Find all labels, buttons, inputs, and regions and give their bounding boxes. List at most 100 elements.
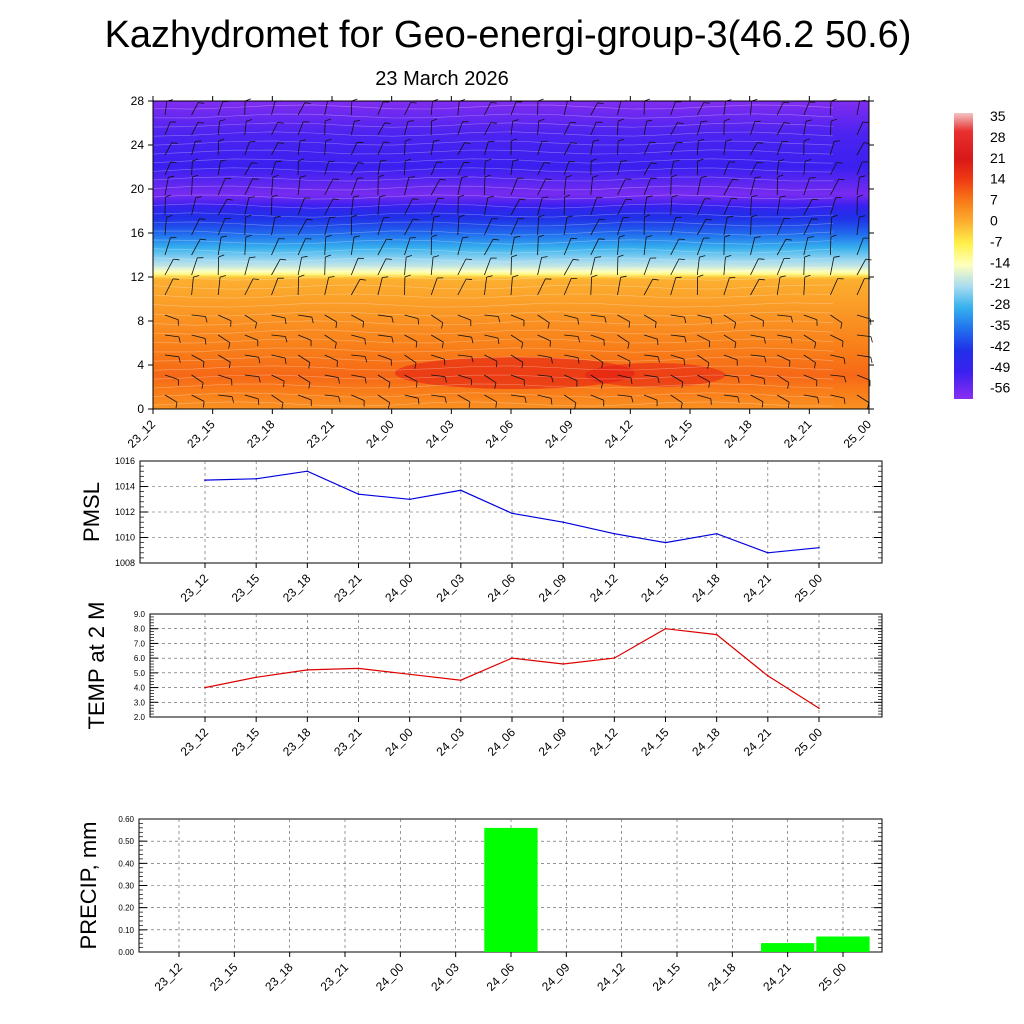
isotherm [152, 302, 834, 308]
wind-barb-flag [364, 338, 366, 345]
wind-barb [324, 374, 339, 379]
x-tick-label: 24_18 [689, 725, 723, 759]
x-tick-label: 23_15 [207, 960, 241, 994]
wind-barb-flag [830, 234, 837, 238]
wind-barb [537, 141, 543, 156]
isotherm [152, 338, 834, 344]
wind-barb [484, 141, 489, 156]
wind-barb [510, 277, 513, 296]
wind-barb-flag [301, 255, 308, 258]
wind-barb [803, 354, 816, 363]
isotherm [152, 320, 834, 326]
wind-barb-flag [763, 378, 766, 385]
wind-barb [271, 142, 279, 156]
wind-barb [377, 334, 392, 338]
wind-barb-flag [817, 397, 820, 404]
wind-barb-flag [496, 361, 498, 368]
wind-barb-flag [675, 276, 682, 279]
wind-barb [563, 122, 571, 136]
wind-barb [457, 314, 471, 321]
wind-barb [750, 142, 758, 156]
heatmap-x-tick-label: 23_18 [244, 417, 278, 451]
wind-barb-flag [699, 255, 706, 258]
wind-barb [324, 236, 327, 256]
wind-barb [617, 334, 630, 344]
wind-barb [404, 354, 417, 364]
data-point [664, 541, 667, 544]
wind-barb [324, 140, 327, 156]
wind-barb [643, 237, 647, 256]
wind-barb [324, 217, 330, 236]
wind-barb [537, 216, 539, 236]
wind-barb [271, 217, 276, 236]
wind-barb-flag [178, 356, 181, 363]
wind-barb-flag [165, 194, 172, 198]
wind-barb-flag [408, 176, 415, 178]
wind-barb-flag [512, 274, 519, 278]
wind-barb [617, 394, 632, 397]
wind-barb [457, 177, 463, 196]
wind-barb [856, 177, 860, 196]
wind-barb-flag [591, 274, 598, 278]
y-tick-label: 6.0 [134, 654, 146, 663]
wind-barb [297, 238, 306, 256]
wind-barb-flag [697, 274, 704, 278]
wind-barb [750, 196, 752, 216]
wind-barb [643, 257, 651, 276]
wind-barb [537, 236, 539, 256]
data-point [511, 657, 513, 659]
panel-temp-2m: 2.0 3.0 4.0 5.0 6.0 7.0 8.0 9.0 23_12 23_15 23_18 2… [84, 602, 883, 759]
wind-barb [590, 177, 593, 196]
wind-barb [697, 354, 710, 364]
heatmap-y-tick-label: 8 [137, 314, 144, 328]
wind-barb [164, 354, 179, 358]
wind-barb [670, 176, 672, 196]
wind-barb-flag [678, 238, 685, 240]
wind-barb-flag [756, 162, 763, 164]
wind-barb [776, 141, 783, 156]
wind-barb [350, 258, 359, 276]
warm-core-blob [585, 363, 725, 387]
wind-barb-flag [359, 278, 367, 281]
wind-barb-flag [283, 381, 285, 388]
x-tick-label: 24_12 [587, 571, 621, 605]
isotherm [152, 194, 834, 200]
wind-barb [297, 121, 304, 136]
wind-barb [670, 334, 685, 338]
wind-barb [696, 121, 702, 136]
wind-barb-flag [458, 194, 465, 198]
wind-barb-flag [168, 175, 175, 178]
wind-barb [191, 176, 193, 196]
wind-barb-flag [627, 342, 630, 349]
wind-barb [830, 334, 844, 342]
wind-barb-flag [836, 162, 843, 164]
wind-barb-flag [490, 122, 497, 124]
wind-barb [670, 101, 676, 116]
wind-barb-flag [657, 377, 660, 384]
wind-barb-flag [351, 214, 358, 218]
wind-barb [404, 334, 418, 342]
wind-barb [484, 354, 498, 362]
wind-barb-flag [842, 341, 844, 348]
heatmap-y-tick-label: 24 [131, 138, 145, 152]
precip-bar [761, 943, 815, 952]
wind-barb [563, 161, 570, 176]
wind-barb [563, 177, 567, 196]
wind-barb [644, 354, 659, 358]
colorbar-label: -28 [990, 296, 1010, 312]
wind-barb [244, 257, 250, 276]
wind-barb-flag [727, 215, 734, 218]
data-point [767, 552, 769, 554]
wind-barb-flag [538, 234, 545, 238]
wind-barb [590, 314, 605, 318]
wind-barb-flag [220, 159, 227, 162]
wind-barb-flag [577, 336, 581, 343]
x-tick-label: 24_03 [428, 960, 462, 994]
wind-barb-flag [812, 198, 819, 201]
wind-barb [564, 354, 579, 358]
isotherm [152, 212, 834, 218]
data-point [408, 498, 411, 501]
wind-barb [776, 122, 785, 136]
wind-barb-flag [550, 398, 553, 405]
